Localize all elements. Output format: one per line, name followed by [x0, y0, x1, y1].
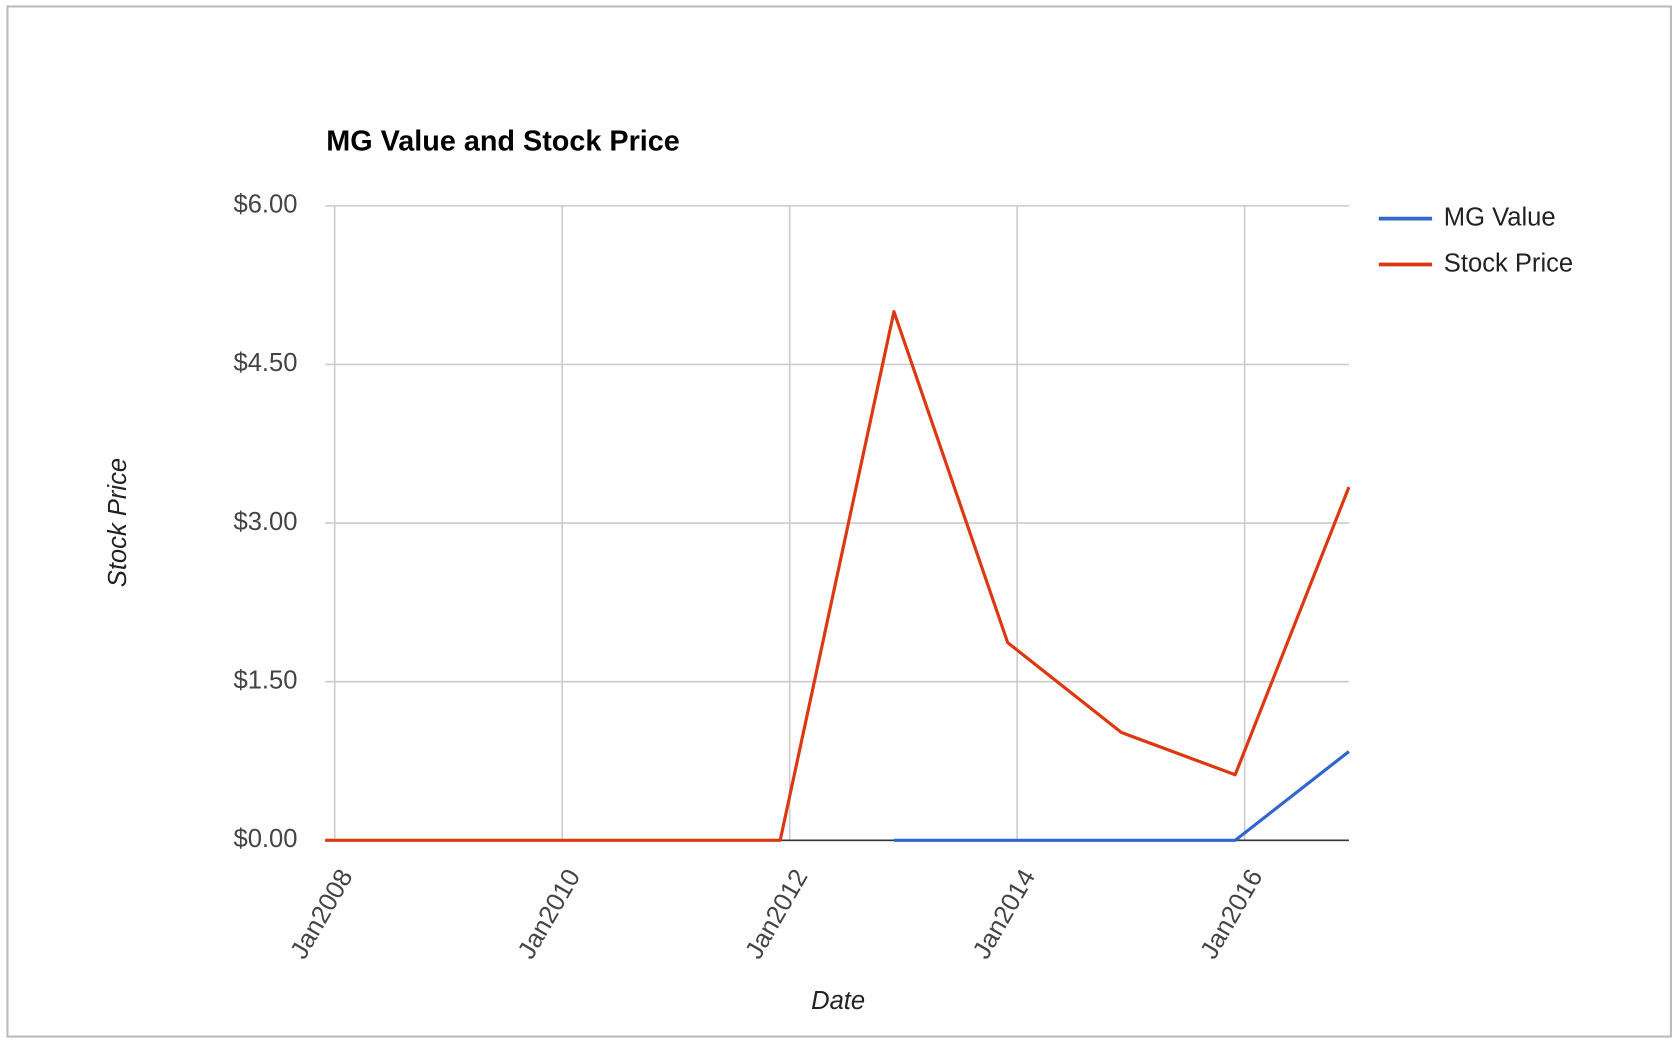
- chart-title: MG Value and Stock Price: [326, 126, 679, 158]
- legend-label: Stock Price: [1444, 249, 1573, 277]
- series-line: [893, 750, 1350, 842]
- y-tick-label: $6.00: [233, 191, 297, 219]
- x-axis-title: Date: [811, 987, 865, 1015]
- legend-label: MG Value: [1444, 203, 1556, 231]
- y-tick-label: $3.00: [233, 508, 297, 536]
- y-tick-label: $1.50: [233, 666, 297, 694]
- chart-frame: [6, 5, 1672, 1038]
- series-line: [325, 310, 1351, 842]
- y-tick-label: $0.00: [233, 825, 297, 853]
- y-axis-title: Stock Price: [104, 458, 132, 587]
- y-tick-label: $4.50: [233, 349, 297, 377]
